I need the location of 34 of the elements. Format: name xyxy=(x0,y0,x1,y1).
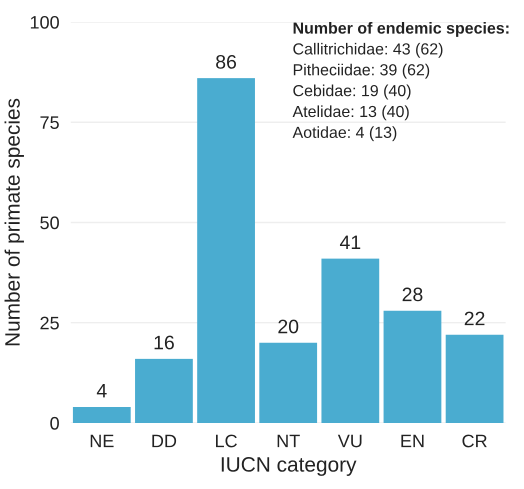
y-axis-title: Number of primate species xyxy=(4,98,24,346)
data-label: 20 xyxy=(278,320,298,334)
annotation: Pitheciidae: 39 (62) xyxy=(294,64,430,79)
x-tick-label: DD xyxy=(152,434,176,448)
annotation: Atelidae: 13 (40) xyxy=(292,105,409,120)
data-label: 16 xyxy=(154,336,174,350)
y-tick-label: 75 xyxy=(40,116,59,129)
annotation: Aotidae: 4 (13) xyxy=(292,126,396,142)
y-tick-label: 100 xyxy=(30,16,59,29)
bar xyxy=(446,334,504,423)
data-label: 86 xyxy=(216,54,236,69)
data-label: 4 xyxy=(96,384,107,398)
y-tick-label: 50 xyxy=(40,216,59,230)
x-tick-label: LC xyxy=(216,434,237,448)
x-tick-label: NT xyxy=(278,434,300,448)
bar xyxy=(259,342,318,423)
annotation: Callitrichidae: 43 (62) xyxy=(293,42,442,58)
x-axis-title: IUCN category xyxy=(222,457,356,476)
x-tick-label: VU xyxy=(338,434,362,448)
y-tick-label: 0 xyxy=(50,416,59,430)
bar xyxy=(72,406,131,423)
data-label: 41 xyxy=(340,236,360,249)
bar xyxy=(321,258,380,423)
annotation: Number of endemic species: xyxy=(294,22,508,37)
data-label: 22 xyxy=(464,312,484,326)
annotation: Cebidae: 19 (40) xyxy=(293,84,411,100)
data-label: 28 xyxy=(402,288,422,302)
x-tick-label: CR xyxy=(462,434,487,448)
x-tick-label: NE xyxy=(90,434,114,448)
y-tick-label: 25 xyxy=(40,316,59,330)
x-tick-label: EN xyxy=(401,434,424,448)
bar xyxy=(197,78,255,423)
bar xyxy=(384,310,442,423)
bar xyxy=(135,358,193,423)
